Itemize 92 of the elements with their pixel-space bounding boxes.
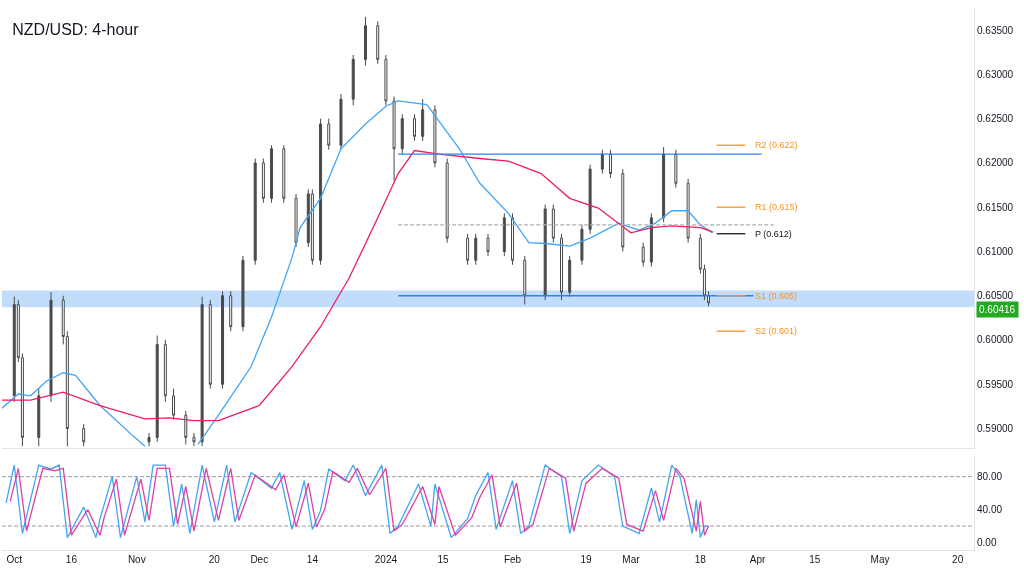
candlestick: [486, 233, 490, 257]
candlestick: [327, 118, 331, 151]
y-tick-label: 0.63500: [977, 24, 1014, 36]
x-tick-label: 19: [580, 554, 593, 565]
series-label: R1 (0.615): [755, 202, 798, 212]
candlestick: [163, 339, 167, 403]
x-tick-label: Apr: [749, 554, 766, 565]
y-tick-label: 0.60000: [977, 334, 1014, 346]
candlestick: [588, 164, 592, 235]
y-tick-label: 0.61000: [977, 245, 1014, 257]
candlestick: [707, 290, 711, 307]
candlestick: [49, 291, 53, 403]
series-label: R2 (0.622): [755, 140, 798, 150]
x-tick-label: Feb: [503, 554, 522, 565]
y-tick-label: 0.62500: [977, 113, 1014, 125]
x-tick-label: 18: [694, 554, 707, 565]
candlestick: [568, 255, 572, 298]
x-tick-label: 20: [208, 554, 221, 565]
candlestick: [310, 188, 314, 266]
candlestick: [155, 335, 159, 443]
candlestick: [421, 98, 425, 142]
candlestick: [674, 149, 678, 189]
candlestick: [282, 144, 286, 204]
candlestick: [270, 144, 274, 204]
candlestick: [37, 388, 41, 447]
candlestick: [221, 290, 225, 390]
x-tick-label: 15: [809, 554, 821, 565]
y-tick-label: 0.59000: [977, 423, 1014, 435]
x-tick-label: Mar: [622, 554, 641, 565]
candlestick: [641, 242, 645, 268]
candlestick: [363, 16, 367, 67]
candlestick: [686, 178, 690, 244]
candlestick: [200, 296, 204, 447]
candlestick: [147, 432, 151, 447]
candlestick: [376, 20, 380, 65]
candlestick: [12, 296, 16, 403]
candlestick: [82, 423, 86, 447]
candlestick: [184, 410, 188, 445]
candlestick: [253, 158, 257, 266]
candlestick: [384, 54, 388, 106]
y-tick-label: 0.00: [977, 537, 997, 549]
candlestick: [649, 212, 653, 268]
candlestick: [392, 96, 396, 182]
candlestick: [466, 233, 470, 266]
candlestick: [241, 255, 245, 332]
candlestick: [172, 388, 176, 421]
series-label: P (0.612): [755, 229, 792, 239]
series-label: S2 (0.601): [755, 326, 798, 336]
candlestick: [445, 158, 449, 244]
y-tick-label: 0.63000: [977, 68, 1014, 80]
candlestick: [600, 149, 604, 175]
candlestick: [192, 432, 196, 447]
x-tick-label: 16: [65, 554, 78, 565]
text: 0.60416: [979, 304, 1016, 315]
x-tick-label: 14: [306, 554, 319, 565]
y-tick-label: 0.60500: [977, 290, 1014, 302]
candlestick: [433, 104, 437, 168]
x-tick-label: 15: [437, 554, 450, 565]
x-tick-label: Oct: [6, 554, 23, 565]
candlestick: [351, 54, 355, 106]
candlestick: [474, 233, 478, 266]
candlestick: [662, 146, 666, 223]
candlestick: [609, 149, 613, 179]
candlestick: [400, 113, 404, 155]
candlestick: [511, 212, 514, 266]
candlestick: [412, 113, 416, 142]
line-series: [2, 149, 714, 422]
y-tick-label: 0.61500: [977, 201, 1014, 213]
candlestick: [621, 168, 625, 252]
x-tick-label: 2024: [374, 554, 398, 565]
candlestick: [229, 290, 233, 332]
series-label: S1 (0.605): [755, 291, 798, 301]
candlestick: [319, 118, 323, 266]
candlestick: [339, 93, 343, 151]
text: NZD/USD: 4-hour: [12, 20, 140, 38]
y-tick-label: 0.59500: [977, 378, 1014, 390]
x-tick-label: May: [870, 554, 890, 565]
candlestick: [523, 255, 527, 306]
x-tick-label: 20: [952, 554, 964, 565]
candlestick: [551, 204, 555, 244]
x-tick-label: Dec: [250, 554, 269, 565]
y-tick-label: 80.00: [977, 471, 1003, 483]
candlestick: [580, 224, 584, 266]
x-tick-label: Nov: [127, 554, 146, 565]
candlestick: [261, 158, 265, 204]
candlestick: [502, 212, 506, 257]
candlestick: [208, 299, 212, 390]
candlestick: [294, 193, 298, 248]
y-tick-label: 40.00: [977, 504, 1003, 516]
candlestick: [560, 233, 564, 301]
candlestick: [543, 204, 547, 301]
y-tick-label: 0.62000: [977, 157, 1014, 169]
